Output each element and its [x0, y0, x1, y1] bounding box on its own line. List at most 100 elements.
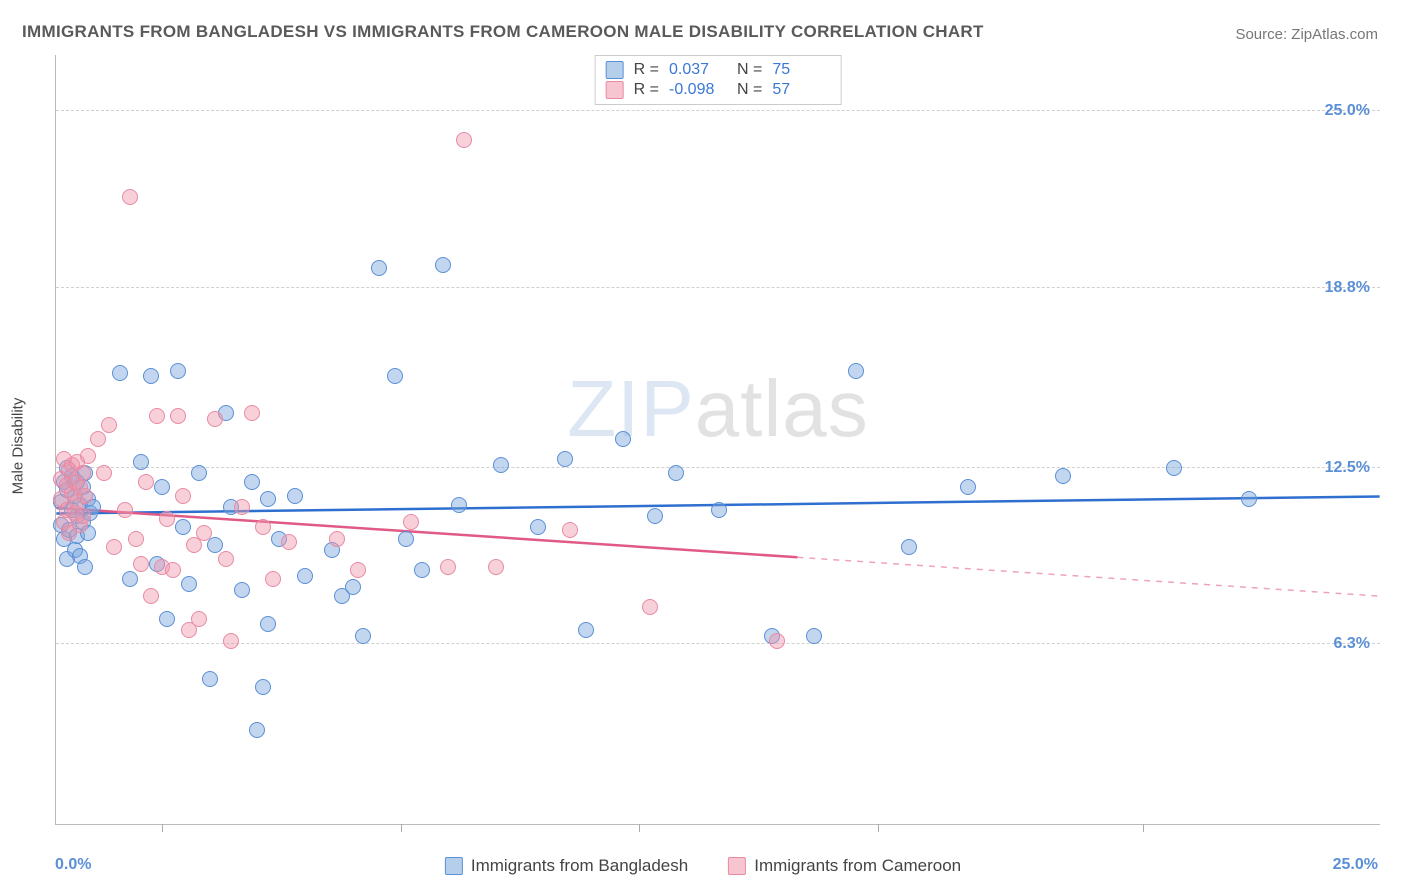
legend-label: Immigrants from Bangladesh	[471, 856, 688, 876]
scatter-marker-bangladesh	[260, 491, 276, 507]
swatch-blue-icon	[445, 857, 463, 875]
n-label: N =	[737, 81, 762, 99]
scatter-marker-cameroon	[77, 488, 93, 504]
gridline	[56, 643, 1380, 644]
scatter-marker-cameroon	[218, 551, 234, 567]
scatter-marker-cameroon	[255, 519, 271, 535]
scatter-marker-bangladesh	[1166, 460, 1182, 476]
n-value: 57	[772, 81, 830, 99]
ytick-label: 6.3%	[1334, 635, 1370, 653]
scatter-marker-bangladesh	[255, 679, 271, 695]
scatter-marker-cameroon	[456, 132, 472, 148]
scatter-marker-bangladesh	[557, 451, 573, 467]
scatter-marker-cameroon	[769, 633, 785, 649]
scatter-marker-cameroon	[642, 599, 658, 615]
scatter-marker-cameroon	[207, 411, 223, 427]
scatter-marker-bangladesh	[154, 479, 170, 495]
scatter-marker-cameroon	[223, 633, 239, 649]
scatter-marker-cameroon	[101, 417, 117, 433]
scatter-marker-bangladesh	[414, 562, 430, 578]
swatch-blue-icon	[606, 61, 624, 79]
scatter-marker-bangladesh	[297, 568, 313, 584]
scatter-marker-cameroon	[159, 511, 175, 527]
r-label: R =	[634, 61, 659, 79]
x-axis-max: 25.0%	[1333, 856, 1378, 874]
scatter-marker-bangladesh	[615, 431, 631, 447]
scatter-marker-cameroon	[138, 474, 154, 490]
scatter-marker-cameroon	[175, 488, 191, 504]
scatter-marker-bangladesh	[260, 616, 276, 632]
x-axis-min: 0.0%	[55, 856, 91, 874]
scatter-marker-cameroon	[128, 531, 144, 547]
watermark-thin: atlas	[695, 364, 869, 453]
scatter-marker-cameroon	[234, 499, 250, 515]
scatter-marker-cameroon	[75, 508, 91, 524]
stat-row-cameroon: R = -0.098 N = 57	[606, 80, 831, 100]
xtick	[878, 824, 879, 832]
chart-title: IMMIGRANTS FROM BANGLADESH VS IMMIGRANTS…	[22, 22, 984, 42]
scatter-marker-bangladesh	[159, 611, 175, 627]
plot-area: ZIPatlas R = 0.037 N = 75 R = -0.098 N =…	[55, 55, 1380, 825]
scatter-marker-cameroon	[133, 556, 149, 572]
swatch-pink-icon	[728, 857, 746, 875]
scatter-marker-bangladesh	[711, 502, 727, 518]
n-label: N =	[737, 61, 762, 79]
scatter-marker-bangladesh	[244, 474, 260, 490]
source-label: Source: ZipAtlas.com	[1235, 26, 1378, 43]
scatter-marker-bangladesh	[122, 571, 138, 587]
scatter-marker-cameroon	[117, 502, 133, 518]
r-value: -0.098	[669, 81, 727, 99]
scatter-marker-bangladesh	[435, 257, 451, 273]
scatter-marker-bangladesh	[387, 368, 403, 384]
bottom-legend: Immigrants from Bangladesh Immigrants fr…	[445, 856, 961, 876]
swatch-pink-icon	[606, 81, 624, 99]
scatter-marker-bangladesh	[398, 531, 414, 547]
scatter-marker-bangladesh	[191, 465, 207, 481]
scatter-marker-bangladesh	[345, 579, 361, 595]
legend-label: Immigrants from Cameroon	[754, 856, 961, 876]
scatter-marker-bangladesh	[1055, 468, 1071, 484]
scatter-marker-bangladesh	[181, 576, 197, 592]
scatter-marker-bangladesh	[371, 260, 387, 276]
scatter-marker-bangladesh	[175, 519, 191, 535]
scatter-marker-bangladesh	[451, 497, 467, 513]
scatter-marker-bangladesh	[249, 722, 265, 738]
scatter-marker-cameroon	[149, 408, 165, 424]
gridline	[56, 110, 1380, 111]
scatter-marker-cameroon	[562, 522, 578, 538]
scatter-marker-cameroon	[96, 465, 112, 481]
scatter-marker-bangladesh	[848, 363, 864, 379]
r-label: R =	[634, 81, 659, 99]
legend-item-bangladesh: Immigrants from Bangladesh	[445, 856, 688, 876]
scatter-marker-bangladesh	[960, 479, 976, 495]
scatter-marker-cameroon	[122, 189, 138, 205]
scatter-marker-bangladesh	[901, 539, 917, 555]
scatter-marker-cameroon	[75, 465, 91, 481]
scatter-marker-cameroon	[143, 588, 159, 604]
y-axis-label: Male Disability	[10, 398, 27, 495]
scatter-marker-bangladesh	[493, 457, 509, 473]
scatter-marker-cameroon	[170, 408, 186, 424]
scatter-marker-bangladesh	[143, 368, 159, 384]
scatter-marker-cameroon	[106, 539, 122, 555]
ytick-label: 12.5%	[1325, 459, 1370, 477]
legend-item-cameroon: Immigrants from Cameroon	[728, 856, 961, 876]
scatter-marker-bangladesh	[668, 465, 684, 481]
watermark: ZIPatlas	[567, 363, 868, 455]
scatter-marker-bangladesh	[287, 488, 303, 504]
ytick-label: 18.8%	[1325, 279, 1370, 297]
xtick	[162, 824, 163, 832]
scatter-marker-cameroon	[165, 562, 181, 578]
scatter-marker-cameroon	[403, 514, 419, 530]
scatter-marker-bangladesh	[530, 519, 546, 535]
scatter-marker-bangladesh	[806, 628, 822, 644]
scatter-marker-cameroon	[265, 571, 281, 587]
scatter-marker-cameroon	[488, 559, 504, 575]
scatter-marker-cameroon	[191, 611, 207, 627]
r-value: 0.037	[669, 61, 727, 79]
ytick-label: 25.0%	[1325, 102, 1370, 120]
xtick	[401, 824, 402, 832]
scatter-marker-bangladesh	[647, 508, 663, 524]
trend-svg	[56, 55, 1380, 824]
scatter-marker-cameroon	[80, 448, 96, 464]
